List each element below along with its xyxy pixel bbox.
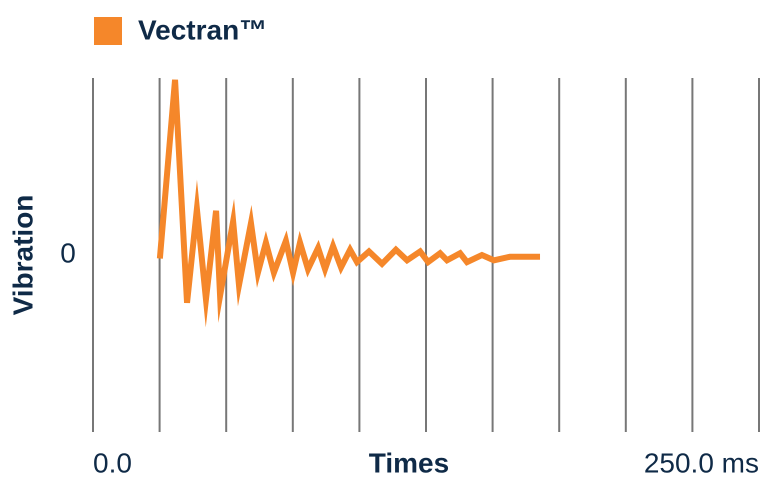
x-axis-label: Times <box>369 447 449 478</box>
y-axis-label: Vibration <box>7 195 38 316</box>
line-series <box>156 79 541 328</box>
x-tick-label: 0.0 <box>93 447 132 478</box>
legend-swatch <box>94 17 122 45</box>
legend-label: Vectran™ <box>138 14 267 45</box>
y-tick-label: 0 <box>60 237 76 268</box>
x-tick-label: 250.0 ms <box>644 447 759 478</box>
